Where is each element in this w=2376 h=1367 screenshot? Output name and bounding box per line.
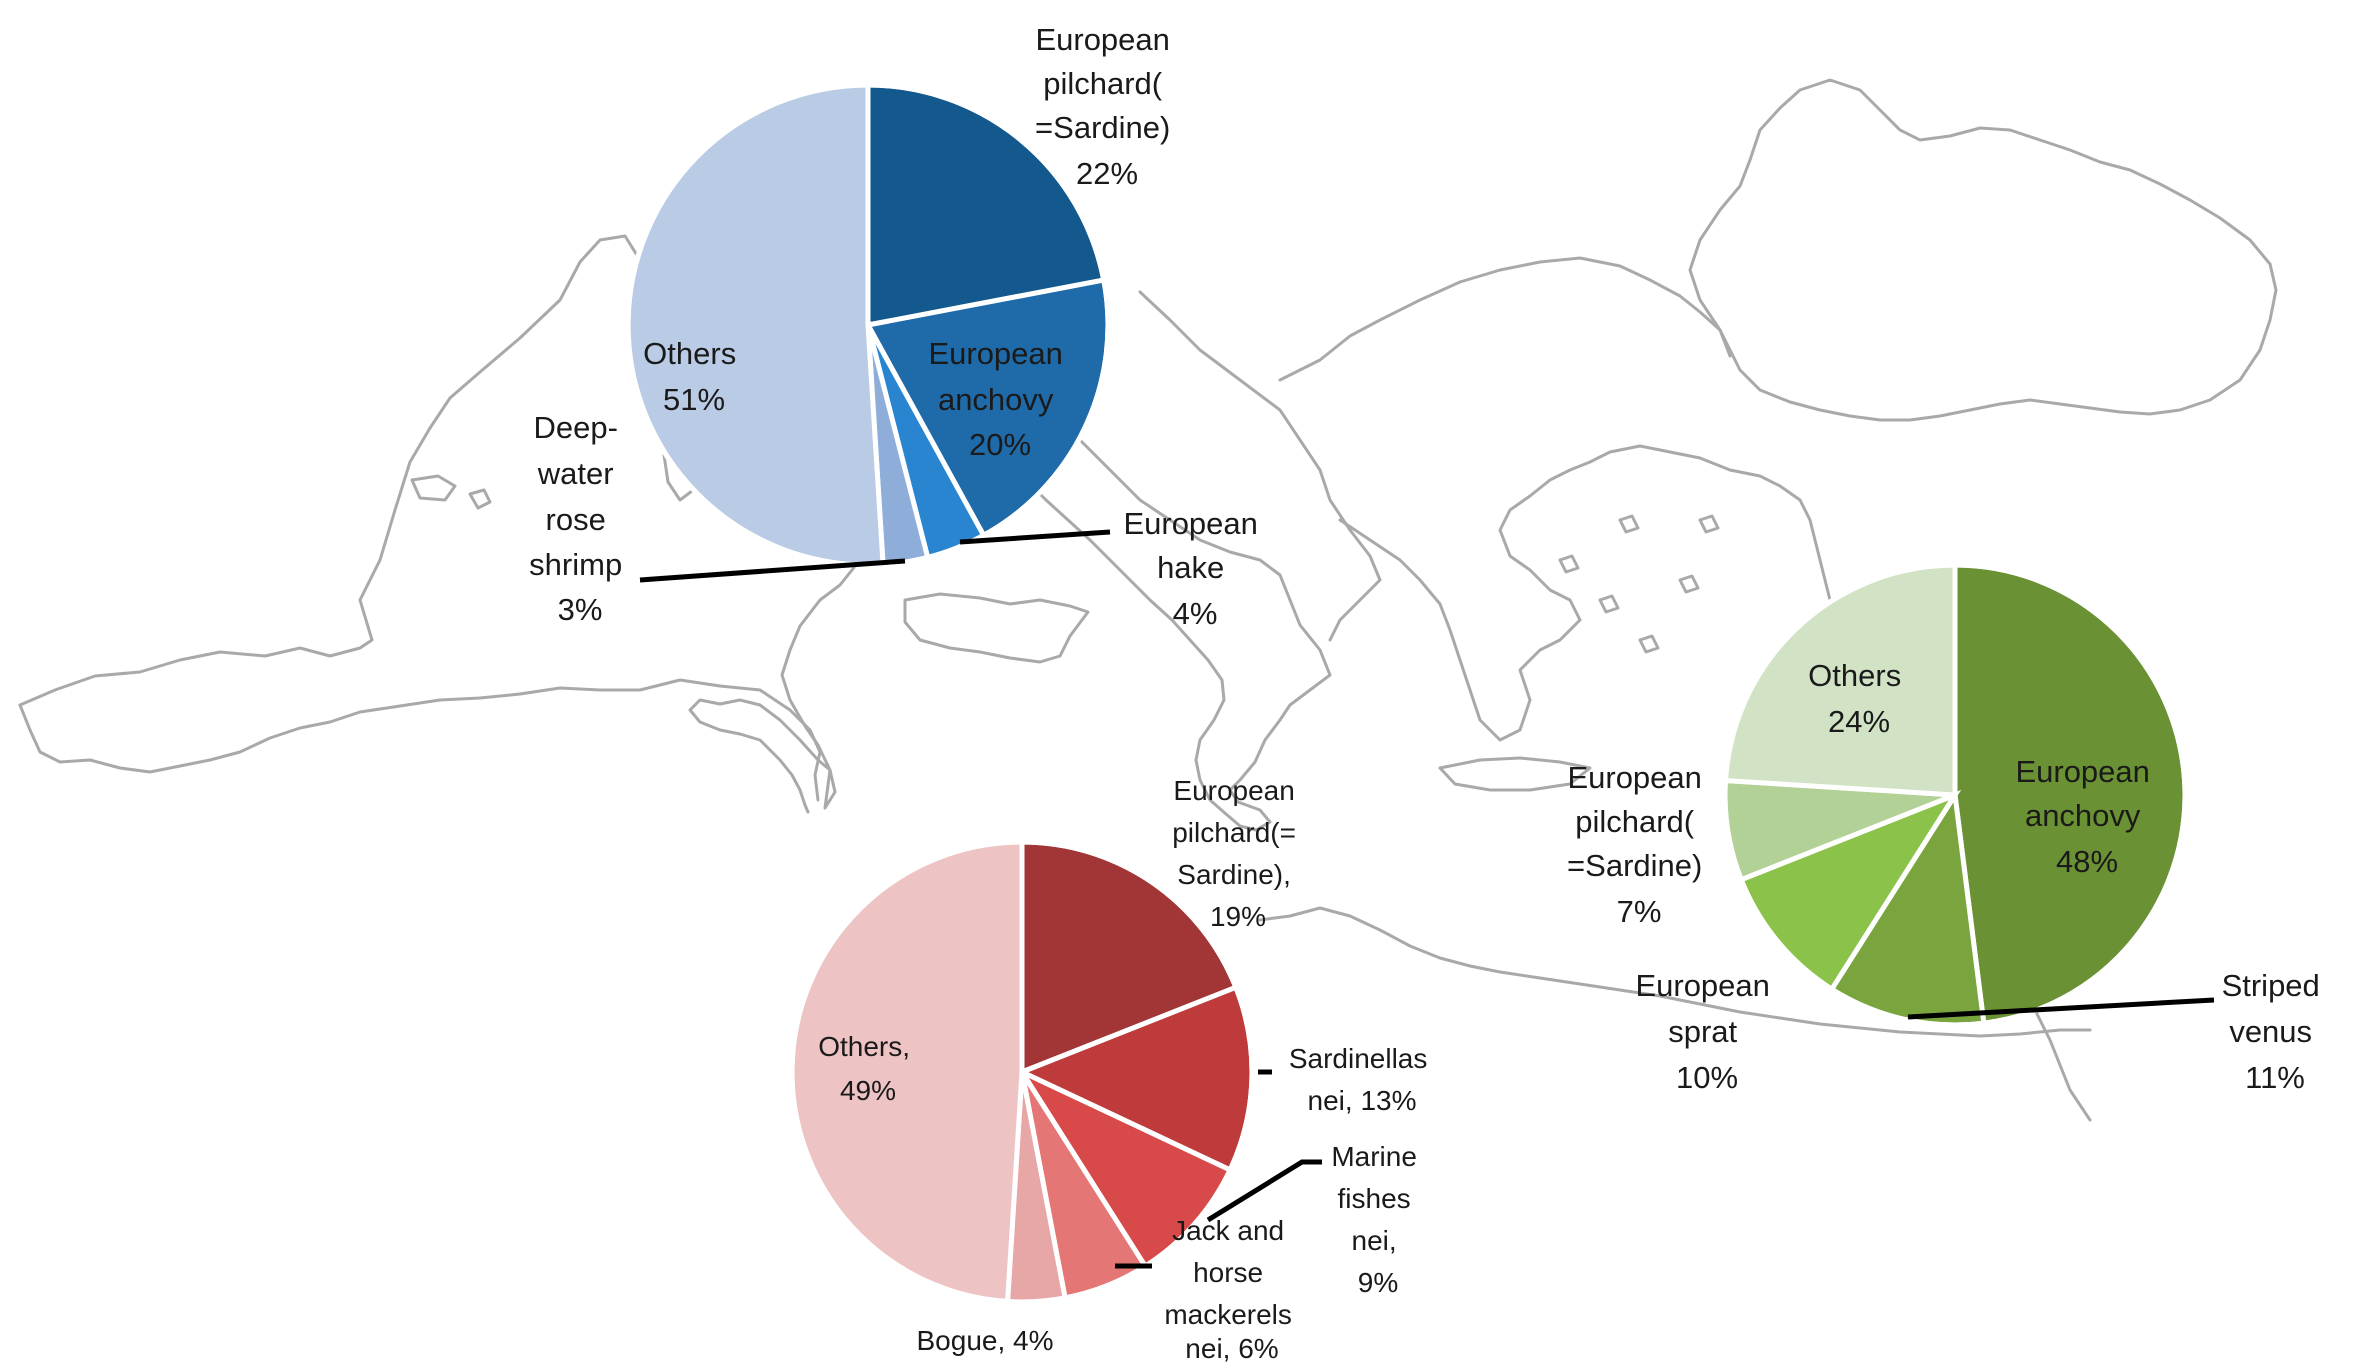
label-line: nei,	[1352, 1225, 1397, 1256]
label-line: pilchard(	[1575, 804, 1695, 839]
label-line: water	[537, 456, 614, 491]
label-line: European	[928, 336, 1062, 371]
label-line: 3%	[558, 592, 603, 627]
label-line: nei, 6%	[1185, 1333, 1278, 1364]
pie-outline	[789, 839, 1255, 1305]
label-western-hake: European hake 4%	[1123, 506, 1266, 631]
label-line: Jack and	[1172, 1215, 1284, 1246]
label-eastern-others: Others 24%	[1808, 658, 1910, 739]
label-line: 20%	[969, 427, 1031, 462]
label-line: European	[1173, 775, 1294, 806]
label-southern-jack: Jack and horse mackerels nei, 6%	[1164, 1215, 1299, 1364]
label-line: 48%	[2056, 844, 2118, 879]
label-line: Marine	[1331, 1141, 1417, 1172]
label-line: European	[1123, 506, 1257, 541]
label-western-anchovy: European anchovy 20%	[928, 336, 1071, 462]
label-eastern-anchovy: European anchovy 48%	[2015, 754, 2158, 879]
leader-line-southern-marine	[1206, 1159, 1322, 1223]
label-line: 24%	[1828, 704, 1890, 739]
label-western-others: Others 51%	[643, 336, 745, 417]
coastline-black-sea	[1688, 78, 2278, 422]
label-line: =Sardine)	[1035, 110, 1170, 145]
label-line: pilchard(	[1043, 66, 1163, 101]
label-southern-sardine: European pilchard(= Sardine), 19%	[1172, 775, 1304, 932]
coastline-italy	[926, 288, 1332, 832]
label-line: mackerels	[1164, 1299, 1292, 1330]
leader-line-western-shrimp	[639, 558, 906, 583]
pie-chart-western	[625, 82, 1111, 568]
label-line: Bogue, 4%	[917, 1325, 1054, 1356]
label-eastern-venus: Striped venus 11%	[2222, 968, 2329, 1095]
pie-slice-others	[789, 839, 1025, 1305]
label-eastern-sardine: European pilchard( =Sardine) 7%	[1567, 760, 1711, 929]
label-line: European	[1635, 968, 1769, 1003]
coastline-aegean-islands	[1558, 514, 1720, 654]
label-eastern-sprat: European sprat 10%	[1635, 968, 1778, 1095]
label-southern-others: Others, 49%	[818, 1031, 918, 1106]
label-line: 22%	[1076, 156, 1138, 191]
coastline-greece	[1338, 450, 1612, 742]
pie-chart-southern	[789, 839, 1255, 1305]
label-line: 11%	[2245, 1060, 2305, 1095]
label-line: sprat	[1668, 1014, 1737, 1049]
label-line: anchovy	[938, 382, 1054, 417]
label-western-shrimp: Deep- water rose shrimp 3%	[529, 410, 631, 627]
leader-lines	[639, 529, 2215, 1269]
label-line: European	[1567, 760, 1701, 795]
label-southern-marine: Marine fishes nei, 9%	[1331, 1141, 1424, 1298]
label-line: =Sardine)	[1567, 848, 1702, 883]
slice-labels: European pilchard( =Sardine) 22% Europea…	[529, 22, 2329, 1364]
label-line: Others	[1808, 658, 1901, 693]
label-line: shrimp	[529, 547, 622, 582]
pie-slice-others	[625, 82, 886, 568]
label-line: Others	[643, 336, 736, 371]
pie-outline	[1722, 562, 2188, 1028]
label-line: fishes	[1338, 1183, 1411, 1214]
label-line: 4%	[1173, 596, 1218, 631]
label-line: Sardinellas	[1289, 1043, 1428, 1074]
leader-line-western-hake	[959, 529, 1111, 545]
label-line: Sardine),	[1177, 859, 1291, 890]
label-line: venus	[2229, 1014, 2312, 1049]
label-line: Others,	[818, 1031, 910, 1062]
label-line: anchovy	[2025, 798, 2141, 833]
coastline-libya-egypt	[1258, 906, 2092, 1038]
label-line: pilchard(=	[1172, 817, 1296, 848]
label-line: hake	[1157, 550, 1224, 585]
label-line: European	[2015, 754, 2149, 789]
label-line: European	[1035, 22, 1169, 57]
label-line: Striped	[2222, 968, 2320, 1003]
label-line: 9%	[1358, 1267, 1398, 1298]
coastline-crete	[1438, 756, 1592, 792]
label-line: 49%	[840, 1075, 896, 1106]
label-line: rose	[546, 502, 606, 537]
label-western-sardine: European pilchard( =Sardine) 22%	[1035, 22, 1179, 191]
coastline-balearic-islands	[410, 474, 492, 510]
label-line: 51%	[663, 382, 725, 417]
pie-slice-european-anchovy	[1952, 562, 2188, 1026]
label-line: 19%	[1210, 901, 1266, 932]
label-line: 10%	[1676, 1060, 1738, 1095]
leader-line-eastern-venus	[1907, 997, 2215, 1020]
label-line: horse	[1193, 1257, 1263, 1288]
coastline-sicily	[903, 592, 1090, 664]
label-southern-sardinellas: Sardinellas nei, 13%	[1289, 1043, 1435, 1116]
label-southern-bogue: Bogue, 4%	[917, 1325, 1054, 1356]
label-line: nei, 13%	[1308, 1085, 1417, 1116]
coastline-balkans	[1138, 256, 1732, 642]
coastline-north-africa-west	[18, 678, 822, 802]
label-line: Deep-	[533, 410, 617, 445]
label-line: 7%	[1617, 894, 1662, 929]
pie-chart-eastern	[1722, 562, 2188, 1028]
